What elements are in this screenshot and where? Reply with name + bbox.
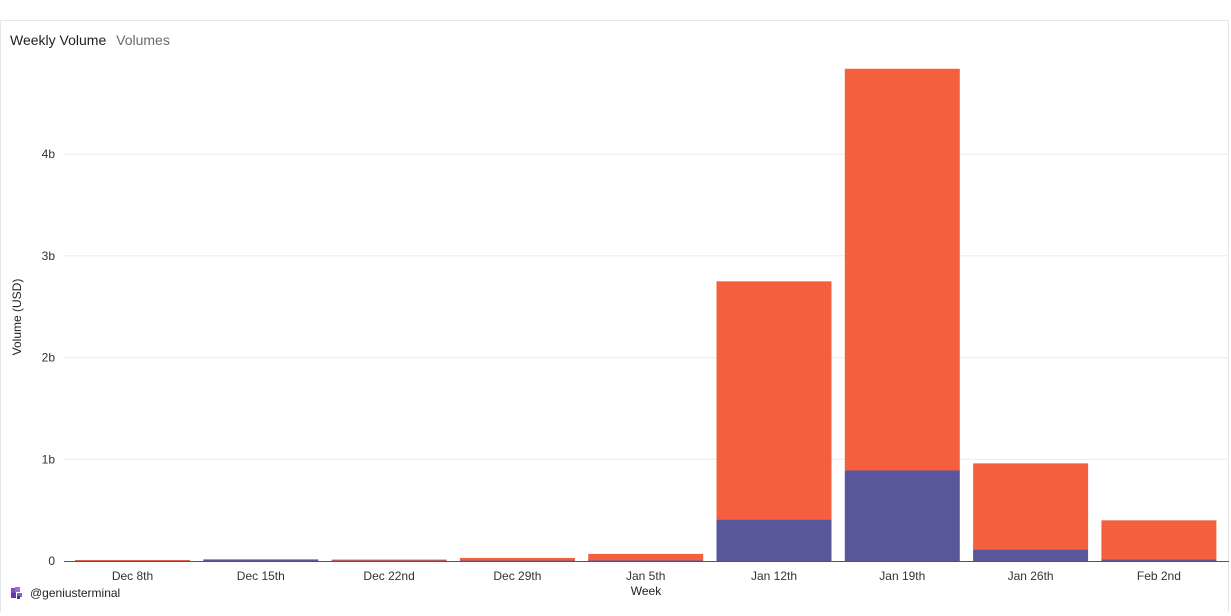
bar-top-segment[interactable] [844, 68, 960, 471]
bar-top-segment[interactable] [459, 557, 575, 561]
x-tick-label: Jan 5th [626, 569, 665, 583]
y-axis-title: Volume (USD) [10, 279, 24, 356]
bar-top-segment[interactable] [716, 281, 832, 520]
x-tick-label: Dec 22nd [363, 569, 414, 583]
x-tick-label: Jan 19th [879, 569, 925, 583]
bars [75, 68, 1217, 561]
bar-top-segment[interactable] [203, 559, 319, 560]
x-tick-label: Dec 15th [237, 569, 285, 583]
bar-top-segment[interactable] [1101, 520, 1217, 560]
axes: 0 1b 2b 3b 4b Dec 8th Dec 15th Dec 22nd Dec 29th… [42, 147, 1229, 583]
grid-lines [64, 153, 1229, 460]
y-tick-label: 4b [42, 147, 56, 161]
bar-top-segment[interactable] [973, 463, 1089, 550]
chart-title: Weekly Volume [10, 32, 107, 48]
bar-bottom-segment[interactable] [844, 470, 960, 561]
x-tick-label: Dec 8th [112, 569, 153, 583]
x-tick-label: Jan 12th [751, 569, 797, 583]
chart-subtitle: Volumes [116, 32, 170, 48]
chart-header: Weekly Volume Volumes [10, 32, 170, 48]
y-tick-label: 0 [48, 554, 55, 568]
y-tick-label: 1b [42, 452, 56, 466]
x-axis-title: Week [631, 584, 662, 598]
x-tick-label: Dec 29th [493, 569, 541, 583]
bar-bottom-segment[interactable] [331, 560, 447, 561]
bar-top-segment[interactable] [588, 553, 704, 561]
bar-top-segment[interactable] [75, 560, 190, 561]
watermark-handle: @geniusterminal [30, 586, 121, 600]
bar-bottom-segment[interactable] [588, 560, 704, 561]
bar-bottom-segment[interactable] [459, 560, 575, 561]
bar-bottom-segment[interactable] [973, 549, 1089, 561]
y-tick-label: 2b [42, 351, 56, 365]
x-tick-label: Jan 26th [1008, 569, 1054, 583]
x-tick-label: Feb 2nd [1137, 569, 1181, 583]
bar-bottom-segment[interactable] [1101, 559, 1217, 561]
watermark: @geniusterminal [11, 586, 120, 600]
chart-card [0, 20, 1229, 612]
bar-bottom-segment[interactable] [716, 519, 832, 561]
genius-logo-icon [11, 586, 22, 599]
bar-bottom-segment[interactable] [203, 559, 319, 561]
y-tick-label: 3b [42, 249, 56, 263]
bar-top-segment[interactable] [331, 559, 447, 561]
